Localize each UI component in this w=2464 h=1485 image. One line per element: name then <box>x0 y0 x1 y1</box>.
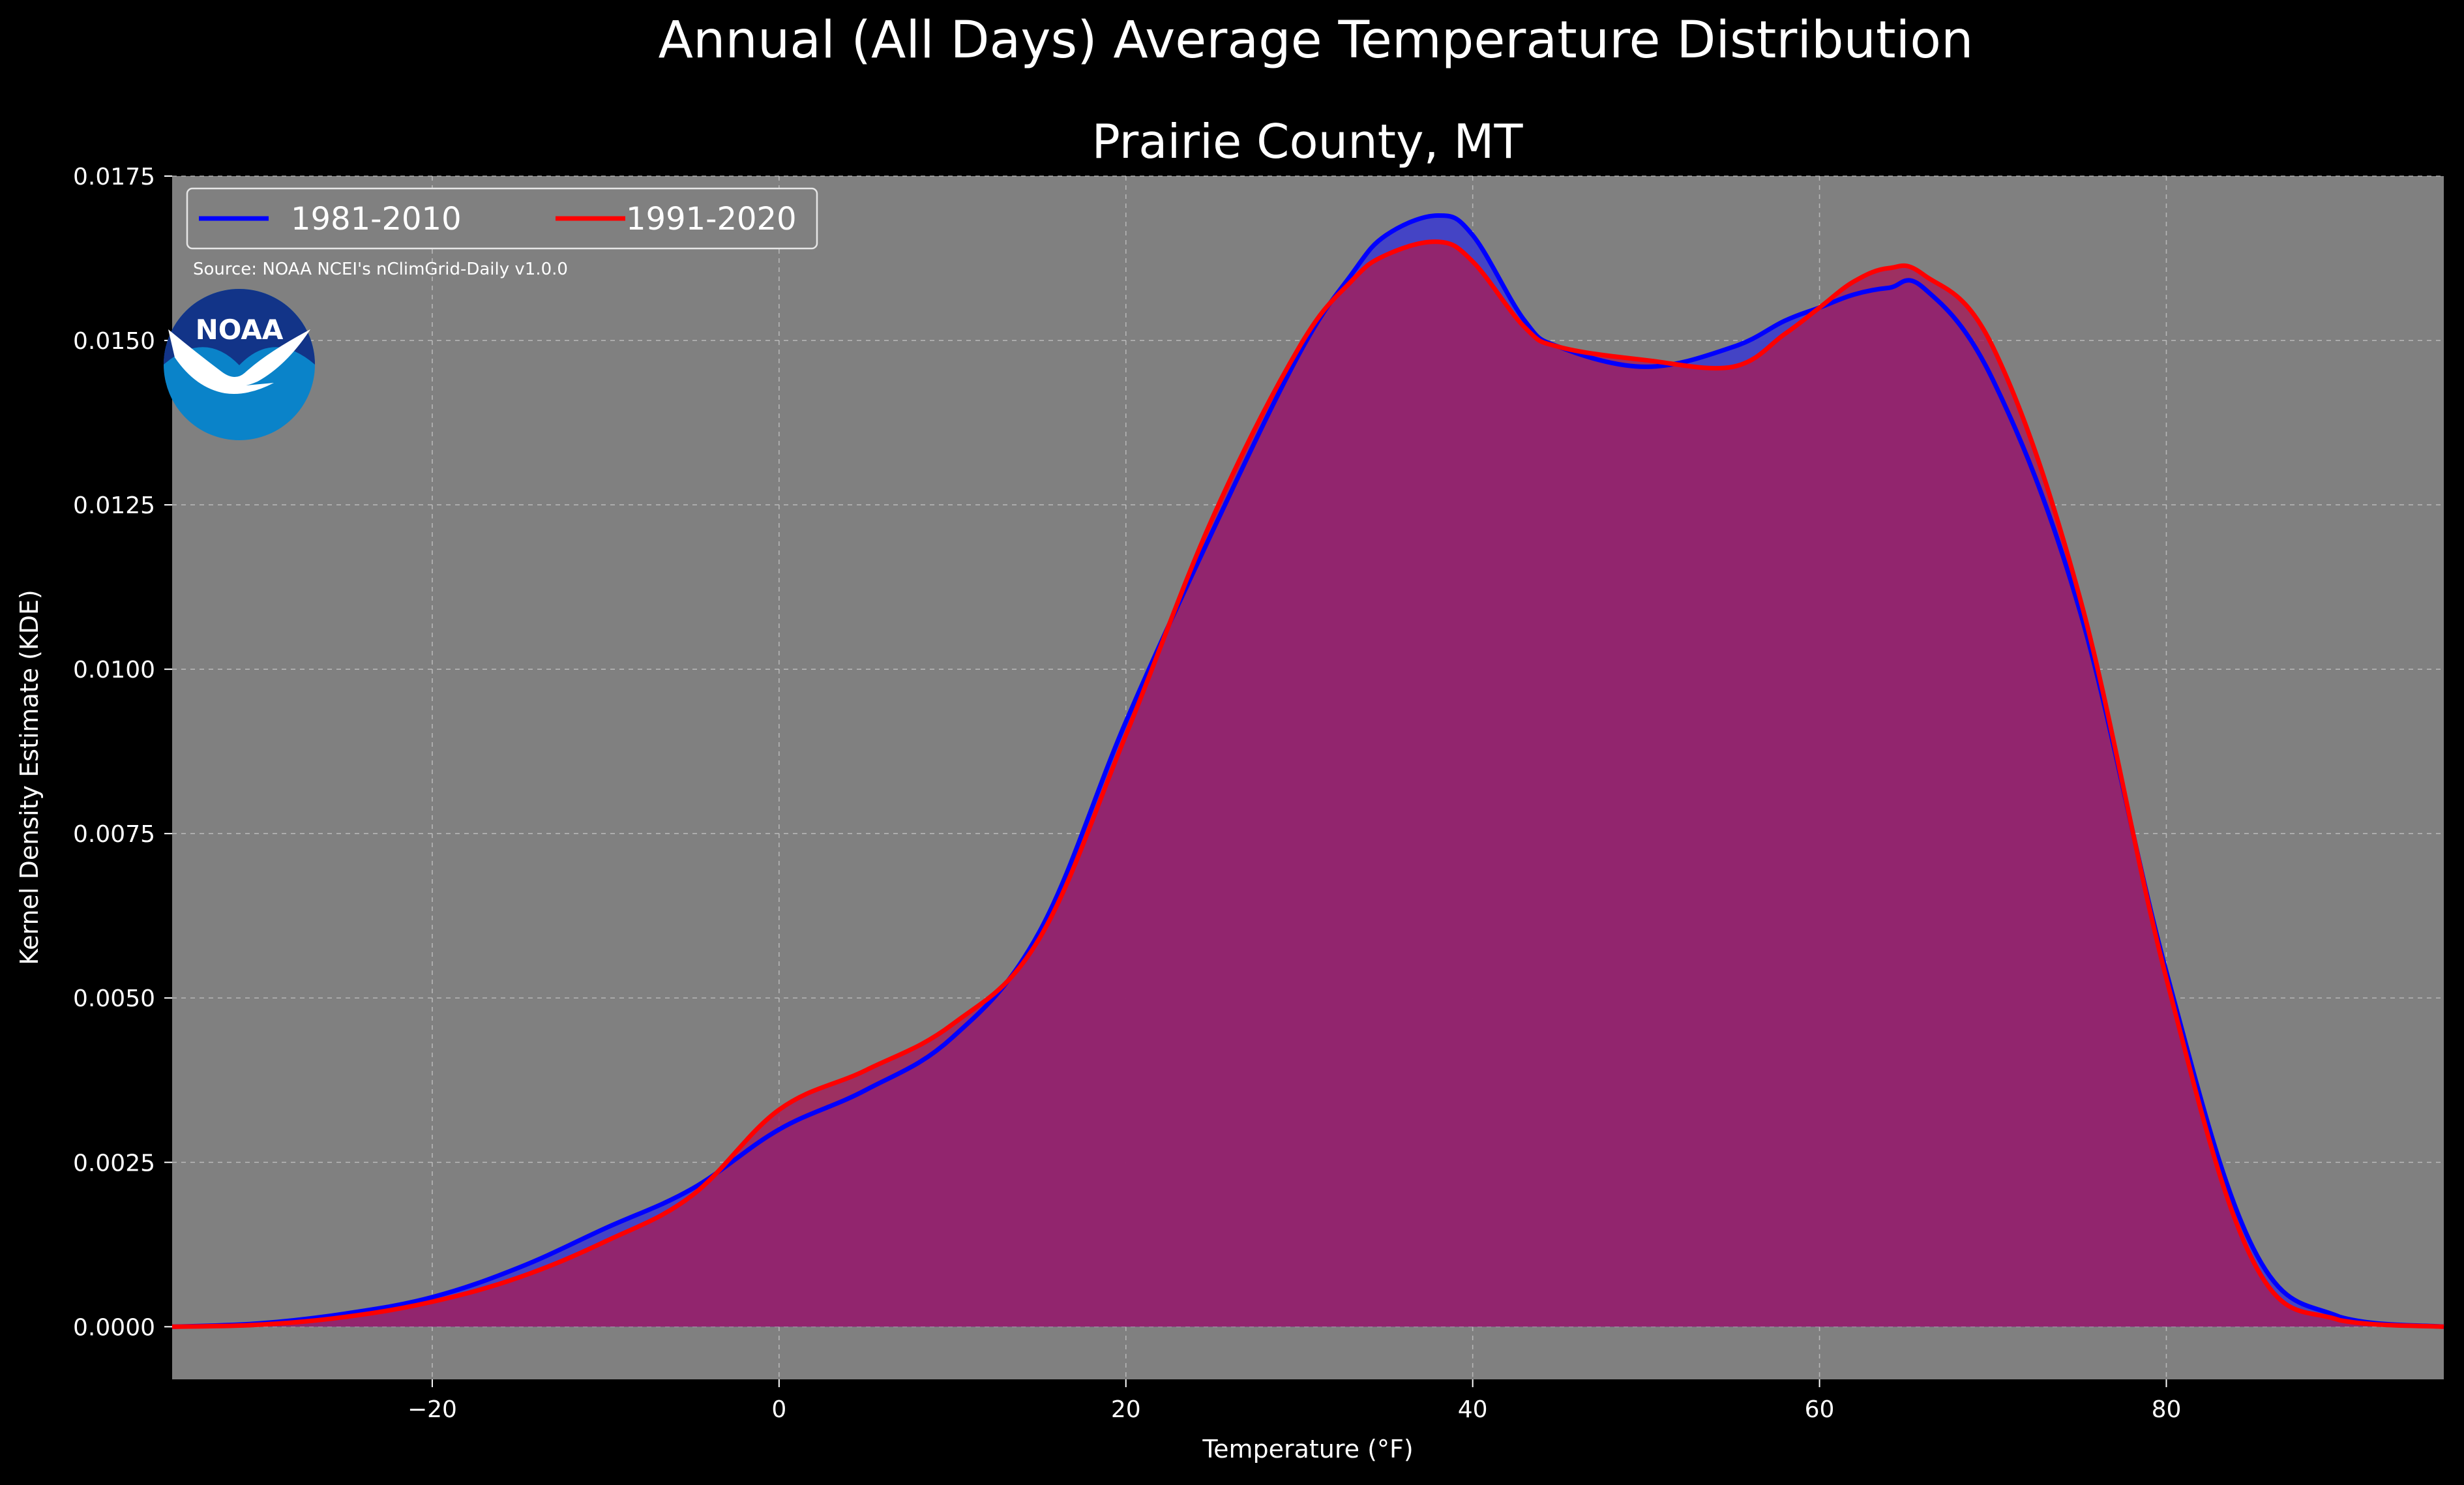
x-axis-label: Temperature (°F) <box>1202 1435 1413 1463</box>
y-tick-label: 0.0050 <box>73 985 155 1012</box>
y-tick-label: 0.0075 <box>73 821 155 848</box>
svg-text:NOAA: NOAA <box>196 314 284 346</box>
legend: 1981-2010 1991-2020 <box>186 187 818 250</box>
y-tick-label: 0.0175 <box>73 164 155 190</box>
chart-subtitle: Prairie County, MT <box>1092 114 1524 169</box>
series-layer <box>171 213 2444 1329</box>
y-tick-label: 0.0150 <box>73 328 155 355</box>
y-axis-label: Kernel Density Estimate (KDE) <box>15 590 44 965</box>
legend-box <box>186 187 818 250</box>
noaa-logo: NOAA <box>164 289 315 440</box>
source-annotation: Source: NOAA NCEI's nClimGrid-Daily v1.0… <box>193 260 568 279</box>
x-tick-label: 40 <box>1458 1396 1488 1423</box>
y-tick-label: 0.0100 <box>73 657 155 683</box>
y-tick-label: 0.0125 <box>73 492 155 519</box>
x-tick-label: 60 <box>1805 1396 1835 1423</box>
legend-label-1991-2020: 1991-2020 <box>626 201 797 237</box>
axes: −20 0 20 40 60 80 0.0000 0.0025 0.0050 0.0075 0.01… <box>73 164 2181 1423</box>
y-tick-label: 0.0025 <box>73 1150 155 1177</box>
x-tick-label: 80 <box>2152 1396 2182 1423</box>
legend-label-1981-2010: 1981-2010 <box>291 201 462 237</box>
area-fill-1991-2020 <box>172 241 2444 1327</box>
chart-title: Annual (All Days) Average Temperature Di… <box>659 11 1974 70</box>
x-tick-label: 0 <box>771 1396 786 1423</box>
x-tick-label: 20 <box>1111 1396 1141 1423</box>
x-tick-label: −20 <box>408 1396 457 1423</box>
y-tick-label: 0.0000 <box>73 1314 155 1341</box>
series-line-1991-2020 <box>171 239 2444 1329</box>
series-line-1981-2010 <box>171 213 2444 1329</box>
